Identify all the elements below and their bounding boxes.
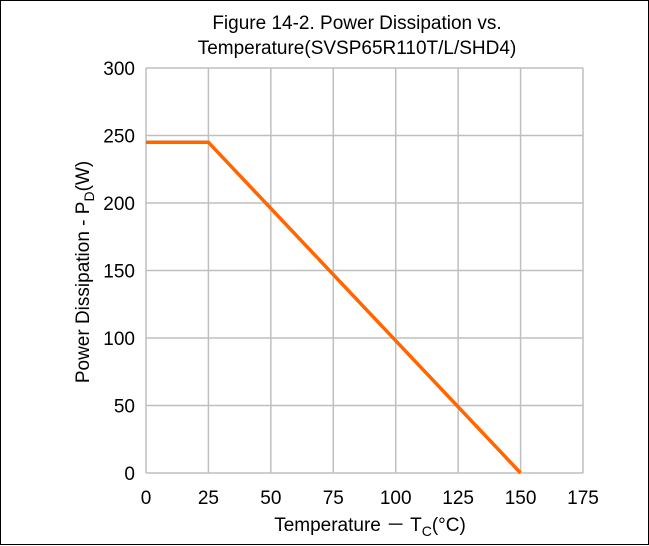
y-tick-label: 50 — [114, 397, 135, 418]
x-tick-label: 75 — [323, 488, 344, 509]
x-tick-label: 0 — [141, 488, 152, 509]
x-axis-label: Temperature － TC(°C) — [274, 515, 466, 539]
y-tick-label: 150 — [103, 262, 135, 283]
y-tick-label: 300 — [103, 59, 135, 80]
y-axis-label: Power Dissipation - PD(W) — [73, 161, 97, 383]
y-tick-label: 200 — [103, 194, 135, 215]
y-tick-label: 250 — [103, 127, 135, 148]
x-tick-label: 125 — [442, 488, 474, 509]
x-tick-label: 50 — [260, 488, 281, 509]
x-tick-label: 25 — [198, 488, 219, 509]
chart-title-line-2: Temperature(SVSP65R110T/L/SHD4) — [198, 38, 517, 59]
chart-title-line-1: Figure 14-2. Power Dissipation vs. — [212, 13, 501, 34]
x-tick-label: 100 — [380, 488, 412, 509]
power-dissipation-line — [146, 140, 522, 475]
y-tick-label: 100 — [103, 329, 135, 350]
x-tick-label: 175 — [567, 488, 599, 509]
y-tick-label: 0 — [124, 464, 135, 485]
x-tick-label: 150 — [505, 488, 537, 509]
